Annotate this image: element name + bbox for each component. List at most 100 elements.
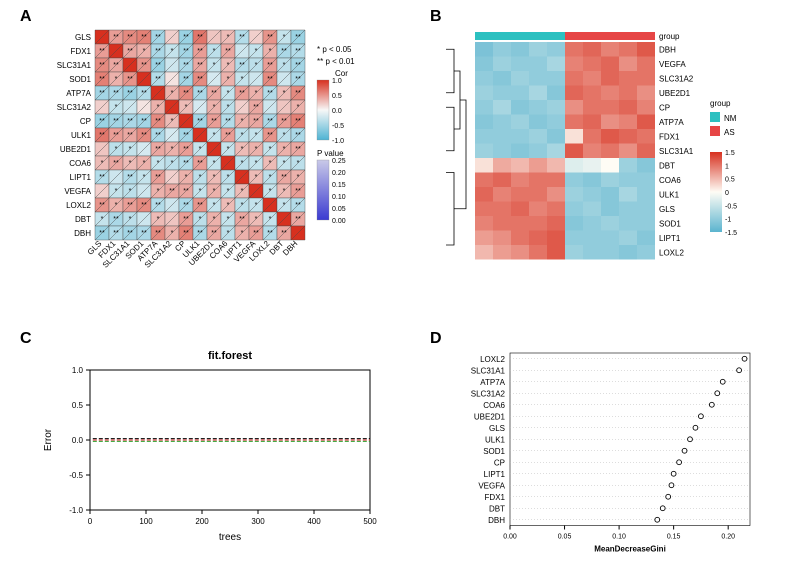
svg-text:SLC31A2: SLC31A2 bbox=[57, 103, 92, 112]
svg-text:**: ** bbox=[113, 34, 119, 41]
svg-text:*: * bbox=[213, 202, 216, 209]
svg-text:0.05: 0.05 bbox=[332, 206, 346, 213]
svg-text:DBH: DBH bbox=[74, 229, 91, 238]
svg-text:*: * bbox=[227, 104, 230, 111]
svg-text:VEGFA: VEGFA bbox=[478, 481, 505, 490]
svg-text:0.15: 0.15 bbox=[332, 182, 346, 189]
svg-text:**: ** bbox=[281, 48, 287, 55]
svg-text:*: * bbox=[129, 146, 132, 153]
svg-text:**: ** bbox=[225, 132, 231, 139]
svg-text:**: ** bbox=[295, 90, 301, 97]
svg-text:**: ** bbox=[239, 216, 245, 223]
svg-text:**: ** bbox=[253, 118, 259, 125]
svg-text:*: * bbox=[143, 48, 146, 55]
svg-text:ATP7A: ATP7A bbox=[659, 118, 684, 127]
svg-text:*: * bbox=[101, 216, 104, 223]
svg-text:*: * bbox=[241, 146, 244, 153]
svg-text:*: * bbox=[269, 146, 272, 153]
svg-text:**: ** bbox=[99, 76, 105, 83]
svg-text:SLC31A2: SLC31A2 bbox=[659, 75, 694, 84]
svg-text:0.10: 0.10 bbox=[612, 534, 626, 541]
svg-text:* p < 0.05: * p < 0.05 bbox=[317, 45, 352, 54]
svg-text:*: * bbox=[283, 132, 286, 139]
svg-text:0.20: 0.20 bbox=[332, 170, 346, 177]
svg-text:**: ** bbox=[155, 230, 161, 237]
svg-text:**: ** bbox=[183, 76, 189, 83]
svg-text:**: ** bbox=[211, 230, 217, 237]
panel-label-d: D bbox=[430, 330, 442, 348]
svg-text:*: * bbox=[213, 132, 216, 139]
svg-text:**: ** bbox=[99, 174, 105, 181]
svg-text:**: ** bbox=[99, 90, 105, 97]
svg-text:*: * bbox=[255, 90, 258, 97]
svg-text:**: ** bbox=[155, 174, 161, 181]
svg-text:**: ** bbox=[141, 62, 147, 69]
svg-text:0: 0 bbox=[725, 190, 729, 197]
svg-text:*: * bbox=[283, 160, 286, 167]
svg-text:ULK1: ULK1 bbox=[485, 435, 506, 444]
svg-text:*: * bbox=[199, 216, 202, 223]
svg-text:DBH: DBH bbox=[281, 239, 299, 257]
svg-text:**: ** bbox=[253, 230, 259, 237]
svg-text:**: ** bbox=[197, 62, 203, 69]
svg-text:**: ** bbox=[267, 230, 273, 237]
svg-text:**: ** bbox=[267, 62, 273, 69]
svg-text:**: ** bbox=[127, 230, 133, 237]
svg-text:**: ** bbox=[295, 34, 301, 41]
svg-text:LIPT1: LIPT1 bbox=[659, 234, 681, 243]
svg-text:**: ** bbox=[295, 146, 301, 153]
svg-text:*: * bbox=[283, 34, 286, 41]
svg-text:*: * bbox=[157, 216, 160, 223]
svg-text:**: ** bbox=[141, 34, 147, 41]
svg-text:200: 200 bbox=[195, 517, 209, 526]
svg-text:group: group bbox=[659, 32, 680, 41]
svg-text:*: * bbox=[241, 118, 244, 125]
svg-text:*: * bbox=[255, 132, 258, 139]
panel-b-heatmap: groupDBHVEGFASLC31A2UBE2D1CPATP7AFDX1SLC… bbox=[440, 20, 790, 320]
svg-text:*: * bbox=[115, 104, 118, 111]
svg-text:Cor: Cor bbox=[335, 69, 348, 78]
svg-text:**: ** bbox=[183, 132, 189, 139]
svg-text:**: ** bbox=[267, 90, 273, 97]
svg-text:**: ** bbox=[267, 118, 273, 125]
svg-text:**: ** bbox=[155, 34, 161, 41]
svg-text:**: ** bbox=[197, 90, 203, 97]
svg-text:UBE2D1: UBE2D1 bbox=[60, 145, 92, 154]
svg-text:-0.5: -0.5 bbox=[725, 203, 737, 210]
svg-text:**: ** bbox=[267, 76, 273, 83]
svg-text:**: ** bbox=[183, 48, 189, 55]
svg-text:*: * bbox=[269, 48, 272, 55]
panel-label-c: C bbox=[20, 330, 32, 348]
svg-text:GLS: GLS bbox=[489, 424, 505, 433]
svg-text:*: * bbox=[115, 146, 118, 153]
svg-text:**: ** bbox=[141, 132, 147, 139]
svg-text:**: ** bbox=[295, 216, 301, 223]
svg-text:-0.5: -0.5 bbox=[332, 123, 344, 130]
svg-text:**: ** bbox=[239, 90, 245, 97]
svg-text:*: * bbox=[241, 76, 244, 83]
svg-text:**: ** bbox=[113, 90, 119, 97]
svg-text:*: * bbox=[213, 216, 216, 223]
svg-text:fit.forest: fit.forest bbox=[208, 350, 252, 362]
svg-text:*: * bbox=[227, 174, 230, 181]
svg-text:Error: Error bbox=[43, 428, 54, 451]
svg-text:ULK1: ULK1 bbox=[659, 191, 680, 200]
svg-text:*: * bbox=[171, 146, 174, 153]
svg-text:*: * bbox=[213, 48, 216, 55]
svg-text:LOXL2: LOXL2 bbox=[66, 201, 91, 210]
svg-text:**: ** bbox=[211, 90, 217, 97]
svg-text:0.0: 0.0 bbox=[72, 436, 84, 445]
svg-text:SLC31A1: SLC31A1 bbox=[57, 61, 92, 70]
svg-text:*: * bbox=[185, 104, 188, 111]
svg-text:*: * bbox=[213, 160, 216, 167]
svg-text:group: group bbox=[710, 99, 731, 108]
svg-text:*: * bbox=[283, 62, 286, 69]
svg-text:*: * bbox=[227, 90, 230, 97]
panel-d-gini: LOXL2SLC31A1ATP7ASLC31A2COA6UBE2D1GLSULK… bbox=[450, 345, 780, 555]
svg-text:*: * bbox=[241, 188, 244, 195]
svg-text:*: * bbox=[283, 188, 286, 195]
svg-text:*: * bbox=[227, 146, 230, 153]
svg-text:**: ** bbox=[113, 118, 119, 125]
svg-text:300: 300 bbox=[251, 517, 265, 526]
svg-text:-1.0: -1.0 bbox=[69, 506, 83, 515]
